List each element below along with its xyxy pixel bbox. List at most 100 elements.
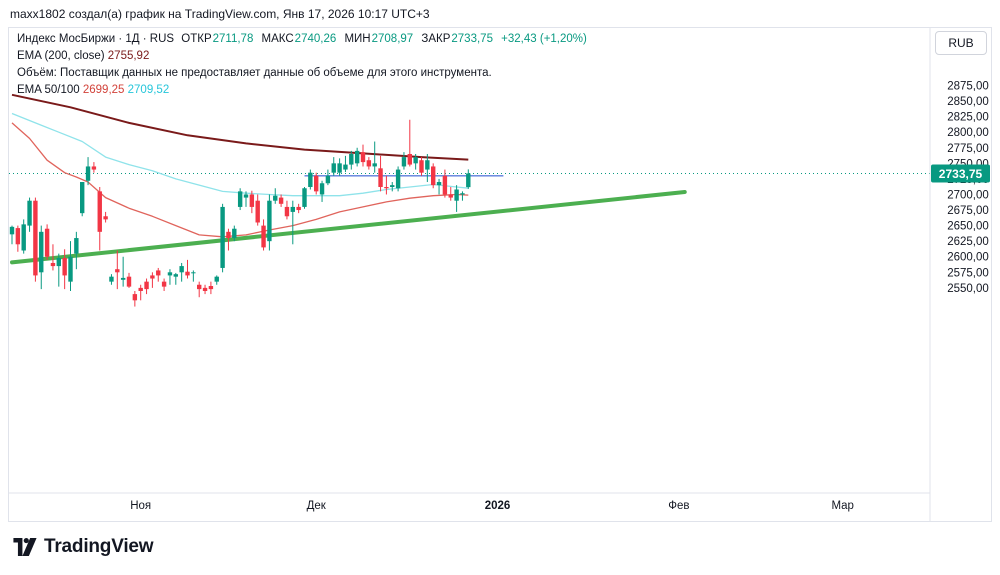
candle-body (390, 185, 395, 188)
ema200-value: 2755,92 (107, 50, 150, 62)
high-label: МАКС (261, 33, 294, 45)
candle (21, 219, 26, 254)
candle (308, 169, 313, 190)
candle (366, 157, 372, 170)
candle-body (366, 160, 372, 167)
time-tick-label: Мар (831, 500, 854, 512)
candle-body (425, 160, 430, 170)
candle (232, 225, 237, 242)
candle (354, 147, 360, 167)
ema50100-legend: EMA 50/100 2699,25 2709,52 (17, 84, 169, 96)
candle (91, 162, 97, 173)
candle-body (407, 153, 412, 165)
candle-body (466, 173, 471, 188)
candle-body (126, 276, 132, 287)
candle-body (50, 262, 56, 267)
candle-body (167, 272, 173, 276)
candle (436, 178, 442, 195)
time-tick-label: Ноя (130, 500, 151, 512)
ema-lines (11, 93, 469, 238)
ema200-legend: EMA (200, close) 2755,92 (17, 50, 149, 62)
candle (413, 153, 418, 170)
candle-body (273, 195, 278, 201)
candle-body (237, 191, 243, 207)
candle (126, 272, 132, 288)
candle-body (278, 197, 284, 204)
candle-body (214, 276, 219, 282)
candle-body (232, 228, 237, 239)
price-tick-label: 2675,00 (947, 205, 989, 217)
candle-body (156, 270, 161, 276)
candle (156, 267, 161, 282)
candle-body (44, 228, 50, 257)
candle (179, 262, 184, 282)
candle (425, 153, 430, 183)
candle (62, 249, 67, 290)
candle-body (343, 164, 348, 170)
candle-body (302, 188, 307, 207)
candle (466, 169, 471, 189)
candle (109, 274, 114, 285)
candle (120, 256, 126, 287)
candle-body (395, 169, 401, 189)
candle-body (349, 153, 354, 165)
candle (349, 150, 354, 170)
candle-body (62, 257, 67, 276)
candle-body (296, 206, 301, 211)
candle (460, 191, 465, 201)
candle-body (33, 200, 38, 276)
candle-body (103, 216, 108, 220)
candle (419, 157, 424, 176)
candle-body (185, 271, 190, 276)
candle-body (255, 200, 260, 223)
candle-body (460, 193, 465, 195)
price-tick-label: 2875,00 (947, 81, 989, 93)
price-tick-label: 2650,00 (947, 221, 989, 233)
candle-body (144, 281, 149, 290)
price-tick-label: 2575,00 (947, 267, 989, 279)
ema50100-label: EMA 50/100 (17, 84, 80, 96)
candle (442, 169, 448, 198)
candle-body (337, 163, 342, 173)
price-tick-label: 2775,00 (947, 143, 989, 155)
candle (144, 278, 149, 295)
candle-body (191, 272, 196, 274)
candle (15, 225, 21, 252)
candle (372, 141, 377, 173)
candle-body (419, 160, 424, 173)
candle-body (384, 187, 389, 189)
candle (237, 188, 243, 211)
candle-body (80, 182, 85, 214)
candle (138, 284, 143, 301)
candle-body (454, 189, 459, 201)
candle (249, 190, 255, 214)
tradingview-logo[interactable]: TradingView (12, 536, 154, 558)
time-tick-label: Дек (307, 500, 327, 512)
candle-body (220, 206, 225, 268)
candle (44, 224, 50, 260)
candle (191, 270, 196, 282)
currency-button[interactable]: RUB (935, 31, 987, 55)
candle (378, 155, 383, 192)
candle (214, 275, 219, 285)
candle (448, 187, 453, 201)
candle-body (173, 274, 178, 277)
candle (395, 166, 401, 192)
candle (401, 152, 407, 170)
candle (208, 281, 214, 295)
candle (314, 172, 319, 195)
candle (33, 197, 38, 282)
candle-body (436, 182, 442, 186)
last-price-label: 2733,75 (939, 167, 983, 181)
candle (27, 197, 32, 232)
tradingview-logo-icon (13, 538, 37, 556)
ema200-label: EMA (200, close) (17, 50, 105, 62)
candle-body (132, 294, 138, 301)
candle (103, 211, 108, 223)
candles (9, 119, 471, 307)
candle-body (120, 277, 126, 280)
candle (319, 180, 325, 202)
chart-frame (8, 27, 992, 522)
candle-body (372, 163, 377, 167)
